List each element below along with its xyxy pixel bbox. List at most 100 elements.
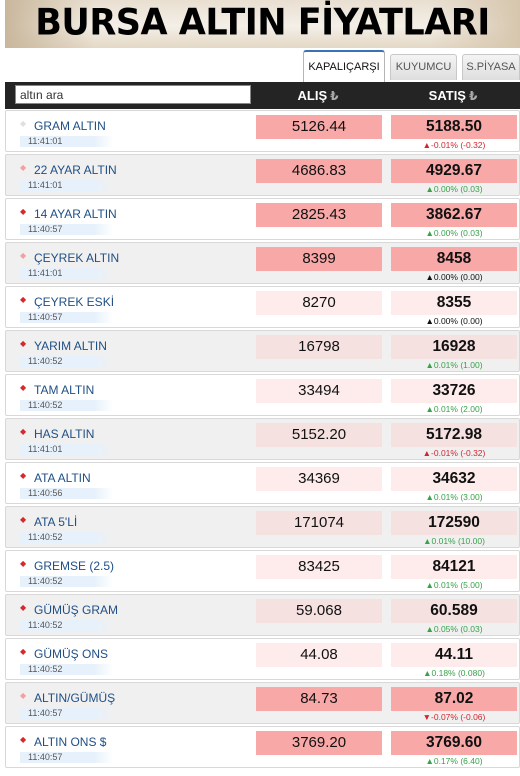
alis-price: 34369	[256, 467, 382, 491]
table-row[interactable]: ◆ TAM ALTIN 11:40:52 33494 33726 ▲0.01% (2.00…	[5, 374, 520, 416]
satis-price: 33726	[391, 379, 517, 403]
change-value: ▲-0.01% (-0.32)	[422, 140, 486, 150]
banner-shade-right	[430, 0, 520, 48]
table-row[interactable]: ◆ ATA ALTIN 11:40:56 34369 34632 ▲0.01% (3.00…	[5, 462, 520, 504]
table-row[interactable]: ◆ GÜMÜŞ GRAM 11:40:52 59.068 60.589 ▲0.05% (0…	[5, 594, 520, 636]
change-value: ▼-0.07% (-0.06)	[422, 712, 486, 722]
table-row[interactable]: ◆ GÜMÜŞ ONS 11:40:52 44.08 44.11 ▲0.18% (0.08…	[5, 638, 520, 680]
page-title: BURSA ALTIN FİYATLARI	[35, 2, 490, 44]
item-name[interactable]: 22 AYAR ALTIN	[34, 163, 117, 177]
change-value: ▲0.01% (10.00)	[423, 536, 485, 546]
item-name[interactable]: HAS ALTIN	[34, 427, 95, 441]
alis-price: 4686.83	[256, 159, 382, 183]
table-row[interactable]: ◆ ÇEYREK ALTIN 11:41:01 8399 8458 ▲0.00% (0.0…	[5, 242, 520, 284]
update-time: 11:40:52	[20, 620, 113, 631]
alis-price: 5126.44	[256, 115, 382, 139]
update-time: 11:40:56	[20, 488, 113, 499]
alis-price: 8270	[256, 291, 382, 315]
update-time: 11:40:52	[20, 400, 113, 411]
column-alis-label: ALIŞ	[297, 88, 328, 103]
table-row[interactable]: ◆ 14 AYAR ALTIN 11:40:57 2825.43 3862.67 ▲0.0…	[5, 198, 520, 240]
column-satis-label: SATIŞ	[428, 88, 466, 103]
update-time: 11:40:52	[20, 356, 113, 367]
change-value: ▲0.05% (0.03)	[425, 624, 483, 634]
alis-price: 2825.43	[256, 203, 382, 227]
update-time: 11:40:57	[20, 312, 113, 323]
table-row[interactable]: ◆ YARIM ALTIN 11:40:52 16798 16928 ▲0.01% (1.…	[5, 330, 520, 372]
alis-price: 16798	[256, 335, 382, 359]
update-time: 11:40:57	[20, 708, 113, 719]
column-satis: SATIŞ ₺	[390, 82, 516, 109]
item-name[interactable]: GREMSE (2.5)	[34, 559, 115, 573]
table-row[interactable]: ◆ 22 AYAR ALTIN 11:41:01 4686.83 4929.67 ▲0.0…	[5, 154, 520, 196]
alis-price: 59.068	[256, 599, 382, 623]
item-name[interactable]: ATA ALTIN	[34, 471, 91, 485]
alis-price: 3769.20	[256, 731, 382, 755]
search-input[interactable]	[15, 85, 251, 104]
direction-icon: ◆	[20, 163, 27, 172]
table-row[interactable]: ◆ GRAM ALTIN 11:41:01 5126.44 5188.50 ▲-0.01%…	[5, 110, 520, 152]
table-row[interactable]: ◆ ATA 5'Lİ 11:40:52 171074 172590 ▲0.01% (10.…	[5, 506, 520, 548]
update-time: 11:41:01	[20, 180, 113, 191]
table-row[interactable]: ◆ HAS ALTIN 11:41:01 5152.20 5172.98 ▲-0.01% …	[5, 418, 520, 460]
satis-price: 84121	[391, 555, 517, 579]
satis-price: 60.589	[391, 599, 517, 623]
direction-icon: ◆	[20, 691, 27, 700]
item-name[interactable]: ÇEYREK ESKİ	[34, 295, 115, 309]
banner-shade-left	[5, 0, 95, 48]
satis-price: 4929.67	[391, 159, 517, 183]
update-time: 11:40:52	[20, 576, 113, 587]
satis-price: 34632	[391, 467, 517, 491]
update-time: 11:40:52	[20, 532, 113, 543]
alis-price: 8399	[256, 247, 382, 271]
item-name[interactable]: TAM ALTIN	[34, 383, 95, 397]
change-value: ▲0.01% (3.00)	[425, 492, 483, 502]
satis-price: 5188.50	[391, 115, 517, 139]
item-name[interactable]: GÜMÜŞ GRAM	[34, 603, 118, 617]
satis-price: 172590	[391, 511, 517, 535]
direction-icon: ◆	[20, 383, 27, 392]
change-value: ▲0.00% (0.00)	[425, 316, 483, 326]
table-row[interactable]: ◆ ALTIN/GÜMÜŞ 11:40:57 84.73 87.02 ▼-0.07% (-…	[5, 682, 520, 724]
direction-icon: ◆	[20, 251, 27, 260]
change-value: ▲0.00% (0.03)	[425, 184, 483, 194]
alis-price: 84.73	[256, 687, 382, 711]
alis-price: 171074	[256, 511, 382, 535]
item-name[interactable]: ÇEYREK ALTIN	[34, 251, 120, 265]
market-tabs: KAPALIÇARŞI KUYUMCU S.PİYASA	[0, 48, 520, 82]
item-name[interactable]: 14 AYAR ALTIN	[34, 207, 117, 221]
update-time: 11:40:52	[20, 664, 113, 675]
satis-price: 8458	[391, 247, 517, 271]
update-time: 11:41:01	[20, 444, 113, 455]
change-value: ▲0.18% (0.080)	[423, 668, 485, 678]
satis-price: 87.02	[391, 687, 517, 711]
tab-kuyumcu[interactable]: KUYUMCU	[390, 54, 457, 80]
table-header: ALIŞ₺ SATIŞ₺	[5, 82, 520, 109]
alis-price: 83425	[256, 555, 382, 579]
column-alis: ALIŞ ₺	[255, 82, 381, 109]
satis-price: 8355	[391, 291, 517, 315]
item-name[interactable]: ATA 5'Lİ	[34, 515, 78, 529]
item-name[interactable]: ALTIN ONS $	[34, 735, 107, 749]
item-name[interactable]: GÜMÜŞ ONS	[34, 647, 109, 661]
direction-icon: ◆	[20, 207, 27, 216]
change-value: ▲0.01% (5.00)	[425, 580, 483, 590]
direction-icon: ◆	[20, 471, 27, 480]
direction-icon: ◆	[20, 515, 27, 524]
satis-price: 44.11	[391, 643, 517, 667]
tab-kapalicarsi[interactable]: KAPALIÇARŞI	[303, 50, 385, 82]
direction-icon: ◆	[20, 119, 27, 128]
table-row[interactable]: ◆ ÇEYREK ESKİ 11:40:57 8270 8355 ▲0.00% (0.00…	[5, 286, 520, 328]
change-value: ▲0.00% (0.03)	[425, 228, 483, 238]
update-time: 11:40:57	[20, 224, 113, 235]
tab-serbest-piyasa[interactable]: S.PİYASA	[462, 54, 520, 80]
alis-price: 33494	[256, 379, 382, 403]
change-value: ▲0.01% (2.00)	[425, 404, 483, 414]
satis-price: 3769.60	[391, 731, 517, 755]
item-name[interactable]: YARIM ALTIN	[34, 339, 107, 353]
direction-icon: ◆	[20, 295, 27, 304]
item-name[interactable]: ALTIN/GÜMÜŞ	[34, 691, 116, 705]
table-row[interactable]: ◆ GREMSE (2.5) 11:40:52 83425 84121 ▲0.01% (5…	[5, 550, 520, 592]
table-row[interactable]: ◆ ALTIN ONS $ 11:40:57 3769.20 3769.60 ▲0.17%…	[5, 726, 520, 768]
item-name[interactable]: GRAM ALTIN	[34, 119, 106, 133]
